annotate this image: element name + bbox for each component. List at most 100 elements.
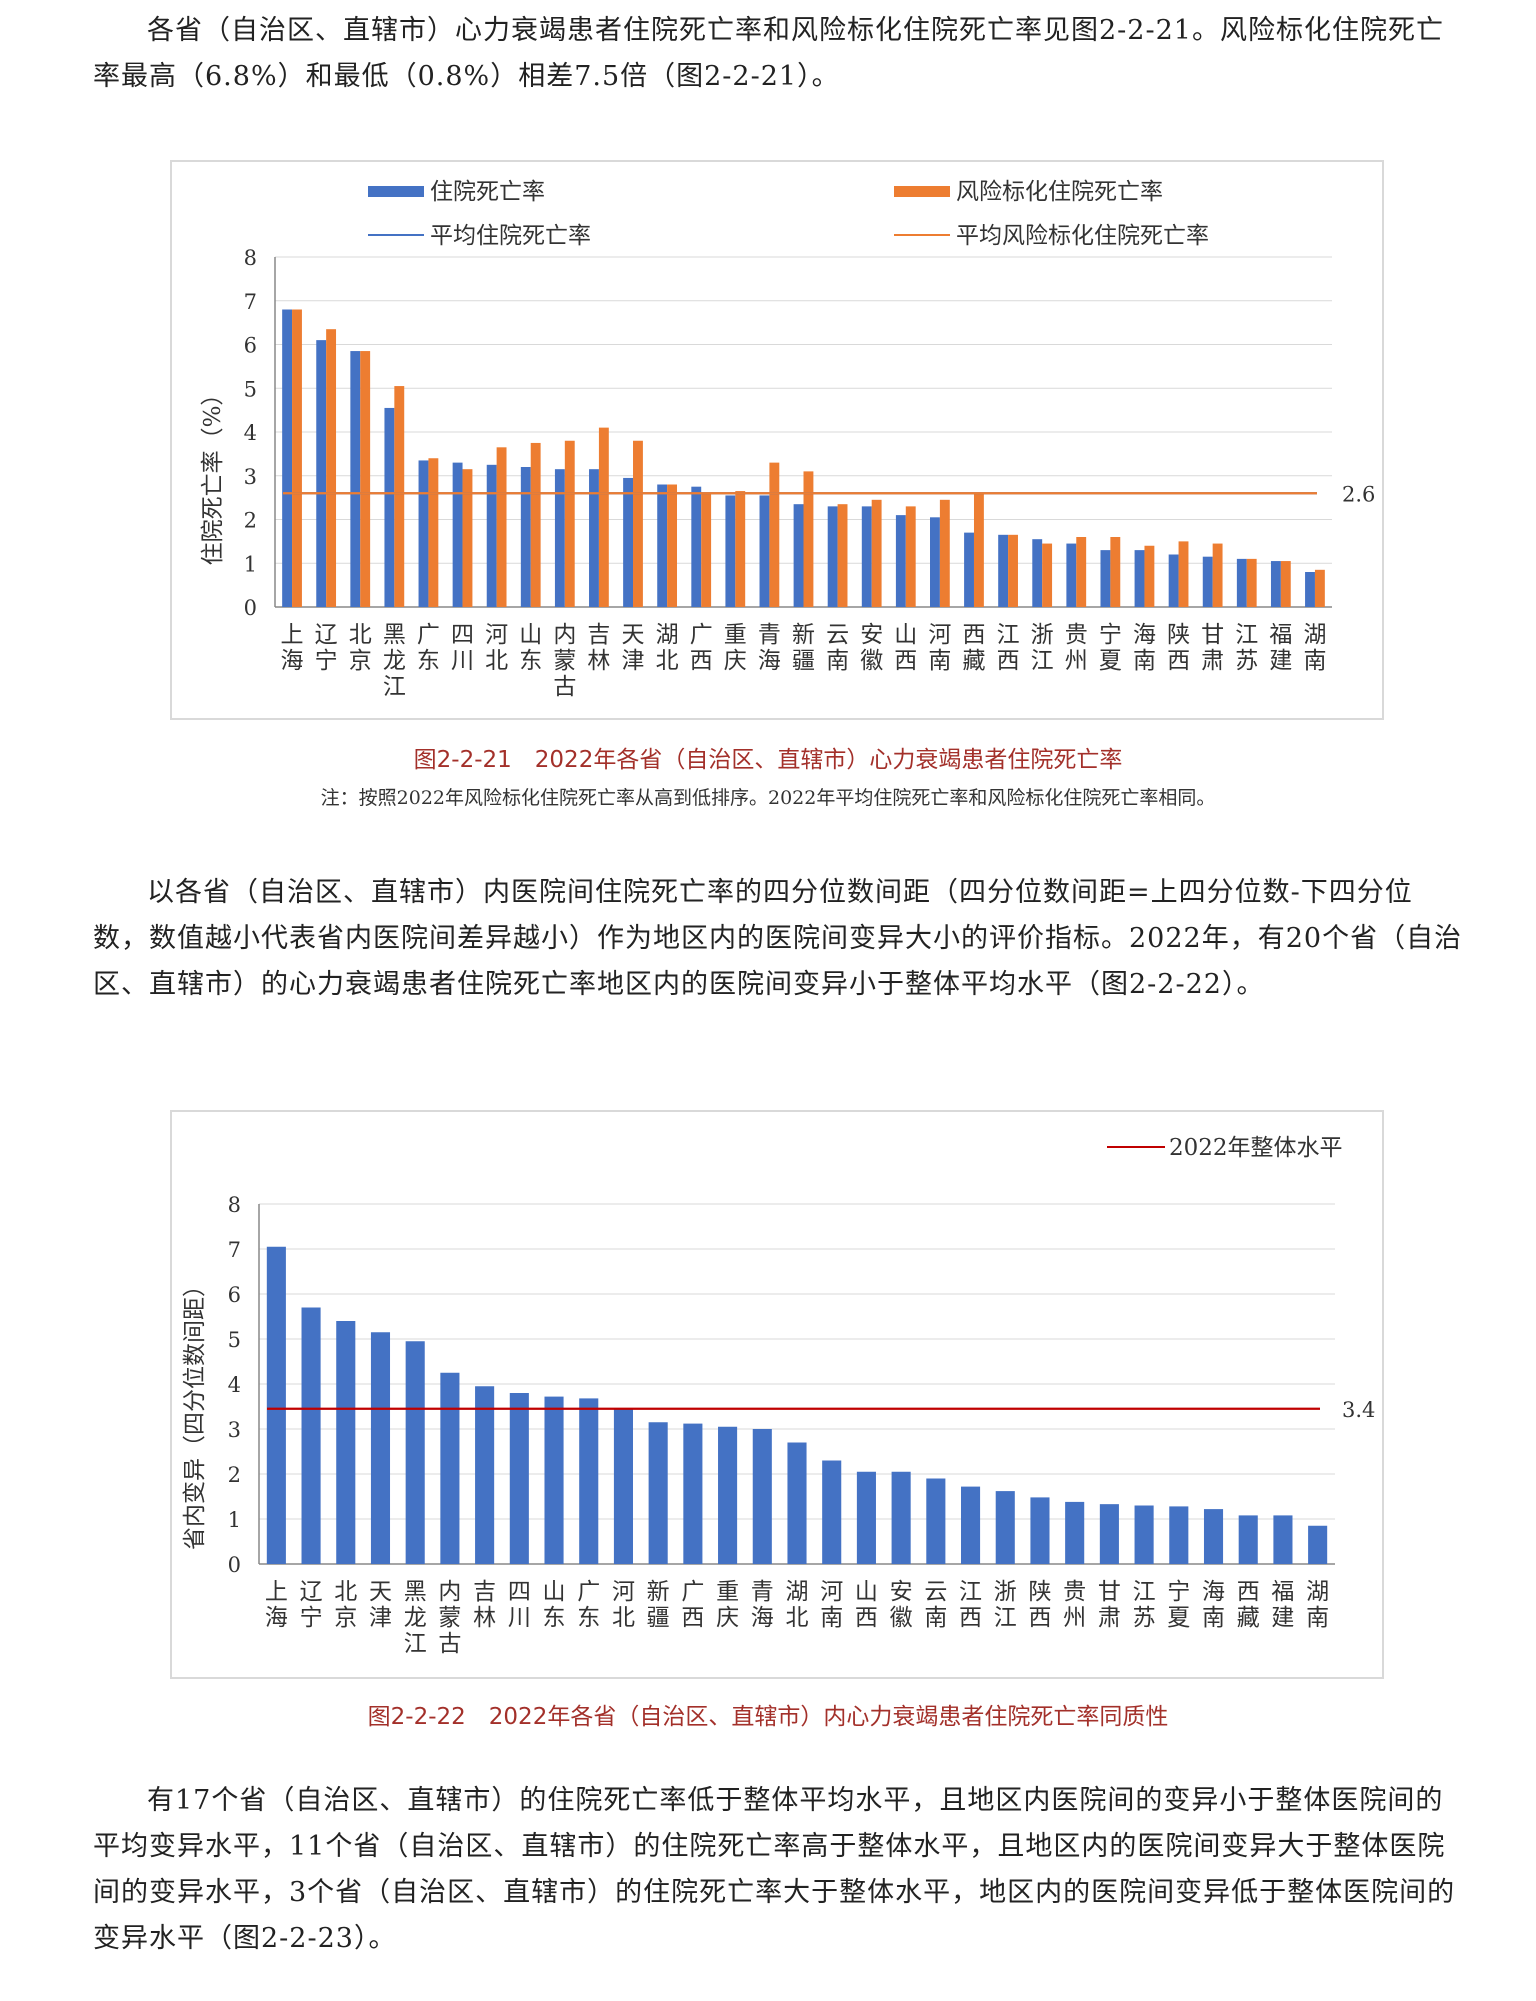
bar-山西-s1 [905,506,916,607]
x-tick-label: 重庆 [724,622,747,674]
x-tick-label: 陕西 [1028,1579,1051,1631]
bar-福建-s1 [1280,561,1291,607]
bar-湖北-s0 [787,1442,807,1564]
x-tick-label: 四川 [508,1579,531,1631]
bar-青海-s0 [759,495,770,607]
bar-陕西-s0 [1168,554,1179,607]
x-tick-label: 江苏 [1235,622,1258,674]
bar-四川-s0 [452,462,463,607]
x-tick-label: 江西 [997,622,1020,674]
x-tick-label: 上海 [281,622,304,674]
bar-新疆-s1 [803,471,814,607]
bar-安徽-s0 [861,506,872,607]
bar-青海-s0 [752,1429,772,1564]
x-tick-label: 黑龙江 [404,1579,427,1657]
chart2-y-ticks: 0 1 2 3 4 5 6 7 8 [228,1193,241,1577]
bar-西藏-s1 [973,493,984,607]
chart1-y-axis-title: 住院死亡率（%） [200,383,226,566]
x-tick-label: 云南 [924,1579,947,1631]
chart1-reference-lines: 2.6 [283,482,1375,506]
chart2-x-ticks: 上海辽宁北京天津黑龙江内蒙古吉林四川山东广东河北新疆广西重庆青海湖北河南山西安徽… [265,1579,1329,1657]
bar-云南-s0 [926,1478,946,1564]
bar-重庆-s0 [725,495,736,607]
legend-swatch-risk-adjusted [894,186,950,197]
x-tick-label: 湖南 [1306,1579,1329,1631]
chart2-legend: 2022年整体水平 [1107,1135,1343,1161]
x-tick-label: 西藏 [1237,1579,1260,1631]
y-tick-label: 4 [244,421,257,445]
bar-海南-s0 [1134,550,1145,607]
bar-上海-s0 [282,309,293,607]
bar-浙江-s0 [1032,539,1043,607]
bar-四川-s1 [462,469,473,607]
figure1-note: 注：按照2022年风险标化住院死亡率从高到低排序。2022年平均住院死亡率和风险… [320,787,1216,809]
x-tick-label: 广西 [681,1579,704,1631]
x-tick-label: 天津 [369,1579,392,1631]
bar-贵州-s1 [1076,537,1087,607]
y-tick-label: 5 [228,1328,241,1352]
bar-湖南-s0 [1305,572,1315,607]
x-tick-label: 广东 [417,622,440,674]
bar-湖南-s1 [1314,569,1325,607]
x-tick-label: 江西 [959,1579,982,1631]
reference-line-label: 2.6 [1342,482,1375,506]
bar-吉林-s0 [589,469,599,607]
bar-吉林-s1 [598,427,609,607]
bar-江苏-s0 [1134,1505,1154,1564]
bar-甘肃-s0 [1202,556,1213,607]
bar-宁夏-s0 [1169,1506,1189,1564]
x-tick-label: 新疆 [792,622,815,674]
x-tick-label: 贵州 [1063,1579,1086,1631]
bar-云南-s0 [827,506,838,607]
legend-label-risk-adjusted: 风险标化住院死亡率 [956,179,1163,205]
x-tick-label: 山东 [543,1579,566,1631]
chart-frame-homogeneity: 2022年整体水平 省内变异（四分位数间距） 0 1 2 3 4 5 6 7 8 3.4 上海辽… [170,1110,1384,1679]
bar-陕西-s0 [1030,1497,1050,1564]
bar-重庆-s0 [718,1426,738,1564]
bar-内蒙古-s0 [440,1372,460,1564]
bar-内蒙古-s0 [554,469,565,607]
x-tick-label: 内蒙古 [553,622,576,700]
bar-山东-s0 [544,1396,564,1564]
x-tick-label: 安徽 [890,1579,913,1631]
chart1-y-ticks: 0 1 2 3 4 5 6 7 8 [244,246,257,620]
y-tick-label: 8 [228,1193,241,1217]
bar-贵州-s0 [1066,543,1077,607]
x-tick-label: 黑龙江 [383,622,406,700]
bar-广东-s0 [418,460,429,607]
x-tick-label: 贵州 [1065,622,1088,674]
x-tick-label: 江苏 [1133,1579,1156,1631]
bar-湖南-s0 [1308,1525,1328,1564]
bar-江西-s0 [961,1486,981,1564]
y-tick-label: 5 [244,377,257,401]
bar-北京-s0 [336,1321,356,1564]
x-tick-label: 河南 [928,622,951,674]
x-tick-label: 辽宁 [300,1579,323,1631]
bar-山西-s0 [856,1471,876,1564]
x-tick-label: 北京 [334,1579,357,1631]
chart1-bars [282,309,1325,607]
bar-河南-s0 [929,517,940,607]
chart1-x-ticks: 上海辽宁北京黑龙江广东四川河北山东内蒙古吉林天津湖北广西重庆青海新疆云南安徽山西… [281,622,1327,700]
bar-西藏-s0 [1238,1515,1258,1564]
bar-新疆-s0 [648,1422,668,1564]
y-tick-label: 6 [228,1283,241,1307]
intro-paragraph: 各省（自治区、直辖市）心力衰竭患者住院死亡率和风险标化住院死亡率见图2-2-21… [93,15,1444,92]
figure2-caption: 图2-2-22 2022年各省（自治区、直辖市）内心力衰竭患者住院死亡率同质性 [367,1704,1169,1730]
bar-甘肃-s0 [1099,1504,1119,1564]
bar-山西-s0 [895,515,906,607]
y-tick-label: 7 [228,1238,241,1262]
bar-河北-s1 [496,447,507,607]
reference-line-label: 3.4 [1342,1398,1375,1422]
x-tick-label: 山西 [855,1579,878,1631]
x-tick-label: 安徽 [860,622,883,674]
bar-湖北-s1 [667,484,678,607]
bar-福建-s0 [1270,561,1281,607]
bar-河北-s0 [613,1408,633,1564]
bar-四川-s0 [509,1393,529,1564]
bar-西藏-s0 [964,532,974,607]
bar-天津-s1 [633,440,643,607]
bar-浙江-s1 [1042,543,1053,607]
bar-广西-s0 [683,1423,703,1564]
x-tick-label: 西藏 [962,622,985,674]
